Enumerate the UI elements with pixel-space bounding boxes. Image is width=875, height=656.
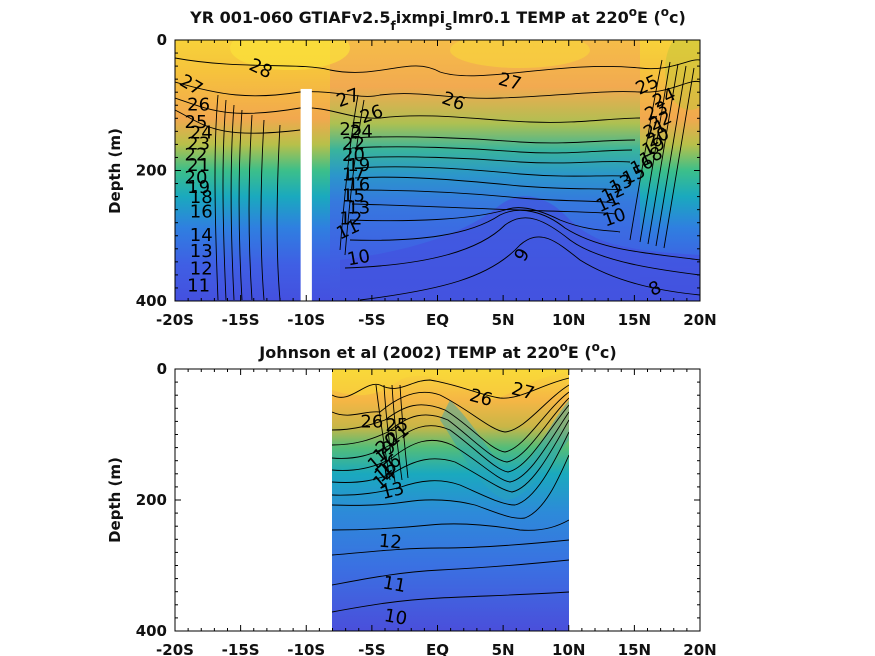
top-contour-label: 21 [187, 155, 210, 176]
bottom-ticks [174, 368, 701, 632]
bottom-contour-label: 25 [385, 415, 408, 436]
top-contour-label: 19 [347, 155, 370, 176]
bottom-contour-label: 12 [378, 531, 403, 554]
top-y-tick-label: 400 [136, 292, 167, 310]
top-contour-label: 25 [185, 112, 208, 133]
top-contour-label: 16 [190, 201, 213, 222]
top-contour-label: 22 [185, 144, 208, 165]
top-contour-label: 25 [339, 119, 362, 140]
top-title: YR 001-060 GTIAFv2.5fixmpislmr0.1 TEMP a… [189, 5, 686, 33]
bottom-y-tick-label: 400 [136, 622, 167, 640]
bottom-x-tick-label: -5S [358, 641, 385, 656]
bottom-contour-label: 11 [381, 572, 407, 597]
top-x-tick-label: 20N [683, 311, 716, 329]
bottom-y-axis-label: Depth (m) [106, 457, 124, 543]
top-contour-label: 12 [190, 259, 213, 280]
bottom-y-tick-labels: 0 200 400 [136, 360, 167, 640]
top-x-tick-label: 5N [492, 311, 515, 329]
top-contour-label: 23 [187, 133, 210, 154]
bottom-y-tick-label: 200 [136, 491, 167, 509]
top-ticks [174, 39, 701, 302]
bottom-contour-label: 10 [382, 605, 408, 630]
top-x-tick-label: 15N [618, 311, 651, 329]
bottom-x-tick-label: -10S [287, 641, 325, 656]
bottom-temperature-field [332, 369, 569, 631]
bottom-x-tick-label: -20S [156, 641, 194, 656]
bottom-panel: Johnson et al (2002) TEMP at 220oE (oc) [106, 340, 717, 656]
top-contour-label: 13 [347, 197, 370, 218]
top-contour-label: 22 [342, 133, 365, 154]
top-x-tick-label: 10N [552, 311, 585, 329]
top-contour-label: 26 [187, 94, 210, 115]
top-contour-label: 24 [190, 122, 213, 143]
bottom-x-tick-label: 10N [552, 641, 585, 656]
bottom-y-tick-label: 0 [157, 360, 167, 378]
top-y-tick-label: 200 [136, 162, 167, 180]
bottom-x-tick-label: 15N [618, 641, 651, 656]
top-contour-label: 11 [187, 276, 210, 297]
top-y-tick-labels: 0 200 400 [136, 31, 167, 310]
top-x-tick-labels: -20S -15S -10S -5S EQ 5N 10N 15N 20N [156, 311, 717, 329]
top-y-tick-label: 0 [157, 31, 167, 49]
top-contour-label: 24 [350, 122, 373, 143]
top-temperature-field [175, 40, 700, 301]
top-contour-label: 20 [185, 167, 208, 188]
top-x-tick-label: -20S [156, 311, 194, 329]
top-contour-label: 10 [346, 246, 372, 271]
top-x-tick-label: EQ [426, 311, 449, 329]
top-contour-label: 18 [190, 187, 213, 208]
top-x-tick-label: -10S [287, 311, 325, 329]
bottom-title: Johnson et al (2002) TEMP at 220oE (oc) [258, 340, 616, 362]
top-contour-label: 19 [187, 177, 210, 198]
top-x-tick-label: -15S [222, 311, 260, 329]
bottom-x-tick-label: -15S [222, 641, 260, 656]
top-y-axis-label: Depth (m) [106, 128, 124, 214]
top-panel: YR 001-060 GTIAFv2.5fixmpislmr0.1 TEMP a… [106, 5, 717, 329]
top-contour-label: 13 [190, 241, 213, 262]
top-contour-label: 16 [347, 175, 370, 196]
bottom-contour-label: 26 [360, 412, 383, 433]
bottom-x-tick-labels: -20S -15S -10S -5S EQ 5N 10N 15N 20N [156, 641, 717, 656]
bottom-x-tick-label: 20N [683, 641, 716, 656]
bottom-contour-lines [332, 377, 569, 613]
top-contour-label: 20 [342, 145, 365, 166]
top-contour-lines [175, 57, 700, 301]
top-contour-label: 17 [342, 165, 365, 186]
top-x-tick-label: -5S [358, 311, 385, 329]
top-contour-label: 15 [342, 186, 365, 207]
top-contour-label: 14 [190, 225, 213, 246]
top-missing-data-band [300, 88, 312, 301]
bottom-x-tick-label: 5N [492, 641, 515, 656]
bottom-x-tick-label: EQ [426, 641, 449, 656]
top-contour-label: 12 [339, 208, 362, 229]
